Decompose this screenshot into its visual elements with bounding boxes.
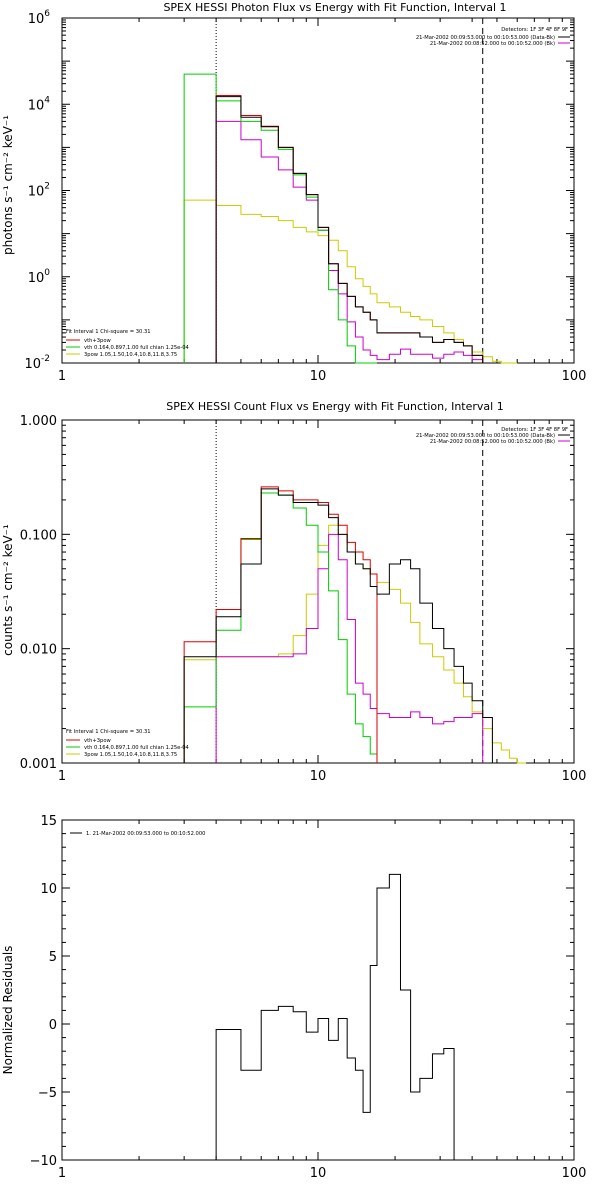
x-tick-label: 1: [58, 1166, 66, 1181]
panel-1-fit-entry-vth: vth 0.164,0.897,1.00 full chian 1.25e-04: [84, 345, 189, 351]
panel-3-frame: [61, 819, 575, 1161]
thermal-component-line: [183, 492, 378, 763]
panel-2-fit-header: Fit Interval 1 Chi-square = 30.31: [66, 729, 151, 735]
panel-3-series: [215, 873, 455, 1160]
y-tick-label: 10-2: [24, 354, 50, 372]
panel-1-fit-header: Fit Interval 1 Chi-square = 30.31: [66, 329, 151, 335]
panel-1-fit-entry-3pow: 3pow 1.05,1.50,10.4,10.8,11.8,3.75: [84, 352, 177, 358]
power-law-component-line: [183, 199, 518, 364]
panel-2-x-tick-labels: 1 10 100: [58, 769, 587, 784]
panel-2-y-axis-label: counts s⁻¹ cm⁻² keV⁻¹: [1, 524, 15, 656]
y-tick-label: −5: [38, 1086, 57, 1101]
y-tick-label: 0: [49, 1018, 57, 1033]
panel-2-y-tick-labels: 0.001 0.010 0.100 1.000: [20, 414, 57, 772]
panel-2-fit-entry-total: vth+3pow: [84, 738, 112, 744]
panel-3-ticks: [61, 819, 574, 1161]
background-histogram-line: [215, 120, 484, 363]
panel-2-fit-entry-3pow: 3pow 1.05,1.50,10.4,10.8,11.8,3.75: [84, 752, 177, 758]
panel-3-y-axis-label: Normalized Residuals: [1, 946, 15, 1075]
y-tick-label: 10: [40, 882, 57, 897]
panel-1-series: [183, 73, 518, 364]
panel-1-legend-top-right: Detectors: 1F 3F 4F 8F 9F 21-Mar-2002 00…: [416, 27, 570, 47]
panel-3-legend: 1. 21-Mar-2002 00:09:53.000 to 00:10:52.…: [70, 831, 205, 837]
thermal-component-line: [183, 73, 377, 364]
y-tick-label: 0.010: [20, 643, 57, 658]
background-histogram-line: [215, 533, 484, 763]
panel-3-y-tick-labels: 15 10 5 0 −5 −10: [30, 814, 57, 1169]
y-tick-label: 15: [40, 814, 57, 829]
panel-1-fit-entry-total: vth+3pow: [84, 338, 112, 344]
panel-1-y-axis-label: photons s⁻¹ cm⁻² keV⁻¹: [1, 115, 15, 255]
y-tick-label: −10: [30, 1154, 57, 1169]
residual-histogram-line: [215, 873, 455, 1160]
panel-1-frame: [61, 17, 575, 364]
panel-2-detectors-label: Detectors: 1F 3F 4F 8F 9F: [501, 427, 568, 433]
y-tick-label: 5: [49, 950, 57, 965]
x-tick-label: 100: [562, 1166, 587, 1181]
panel-1-y-tick-labels: 10-2 100 102 104 106: [24, 9, 50, 372]
panel-3-x-tick-labels: 1 10 100: [58, 1166, 587, 1181]
y-tick-label: 1.000: [20, 414, 57, 429]
panel-1-title: SPEX HESSI Photon Flux vs Energy with Fi…: [163, 1, 506, 14]
panel-1-legend-bottom-left: Fit Interval 1 Chi-square = 30.31 vth+3p…: [66, 329, 189, 358]
panel-2-legend-bottom-left: Fit Interval 1 Chi-square = 30.31 vth+3p…: [66, 729, 189, 758]
panel-2-title: SPEX HESSI Count Flux vs Energy with Fit…: [166, 400, 503, 413]
data-histogram-line: [183, 488, 493, 763]
total-fit-line: [183, 486, 378, 763]
x-tick-label: 100: [562, 769, 587, 784]
y-tick-label: 0.001: [20, 757, 57, 772]
x-tick-label: 10: [310, 369, 327, 384]
panel-2-fit-entry-vth: vth 0.164,0.897,1.00 full chian 1.25e-04: [84, 745, 189, 751]
data-histogram-line: [215, 96, 484, 363]
x-tick-label: 10: [310, 1166, 327, 1181]
x-tick-label: 10: [310, 769, 327, 784]
panel-2-marker-lines: [215, 420, 484, 763]
panel-2-series: [183, 486, 527, 764]
x-tick-label: 100: [562, 369, 587, 384]
count-flux-panel: SPEX HESSI Count Flux vs Energy with Fit…: [1, 400, 586, 784]
panel-1-marker-lines: [215, 18, 484, 363]
photon-flux-panel: SPEX HESSI Photon Flux vs Energy with Fi…: [1, 1, 586, 384]
y-tick-label: 102: [28, 182, 50, 200]
y-tick-label: 100: [28, 268, 51, 286]
panel-1-x-tick-labels: 1 10 100: [58, 369, 587, 384]
panel-2-legend-top-right: Detectors: 1F 3F 4F 8F 9F 21-Mar-2002 00…: [416, 427, 570, 445]
panel-3-legend-entry: 1. 21-Mar-2002 00:09:53.000 to 00:10:52.…: [86, 831, 205, 837]
panel-1-ticks: [61, 17, 574, 364]
panel-1-detectors-label: Detectors: 1F 3F 4F 8F 9F: [501, 27, 568, 33]
x-tick-label: 1: [58, 769, 66, 784]
panel-2-legend-entry-data: 21-Mar-2002 00:09:53.000 to 00:10:53.000…: [416, 433, 555, 439]
y-tick-label: 0.100: [20, 528, 57, 543]
total-fit-line: [215, 94, 484, 363]
panel-1-legend-entry-bk: 21-Mar-2002 00:08:52.000 to 00:10:52.000…: [430, 41, 555, 47]
x-tick-label: 1: [58, 369, 66, 384]
panel-1-legend-entry-data: 21-Mar-2002 00:09:53.000 to 00:10:53.000…: [416, 35, 555, 41]
panel-2-legend-entry-bk: 21-Mar-2002 00:08:52.000 to 00:10:52.000…: [430, 439, 555, 445]
y-tick-label: 106: [28, 9, 51, 27]
y-tick-label: 104: [28, 95, 51, 113]
